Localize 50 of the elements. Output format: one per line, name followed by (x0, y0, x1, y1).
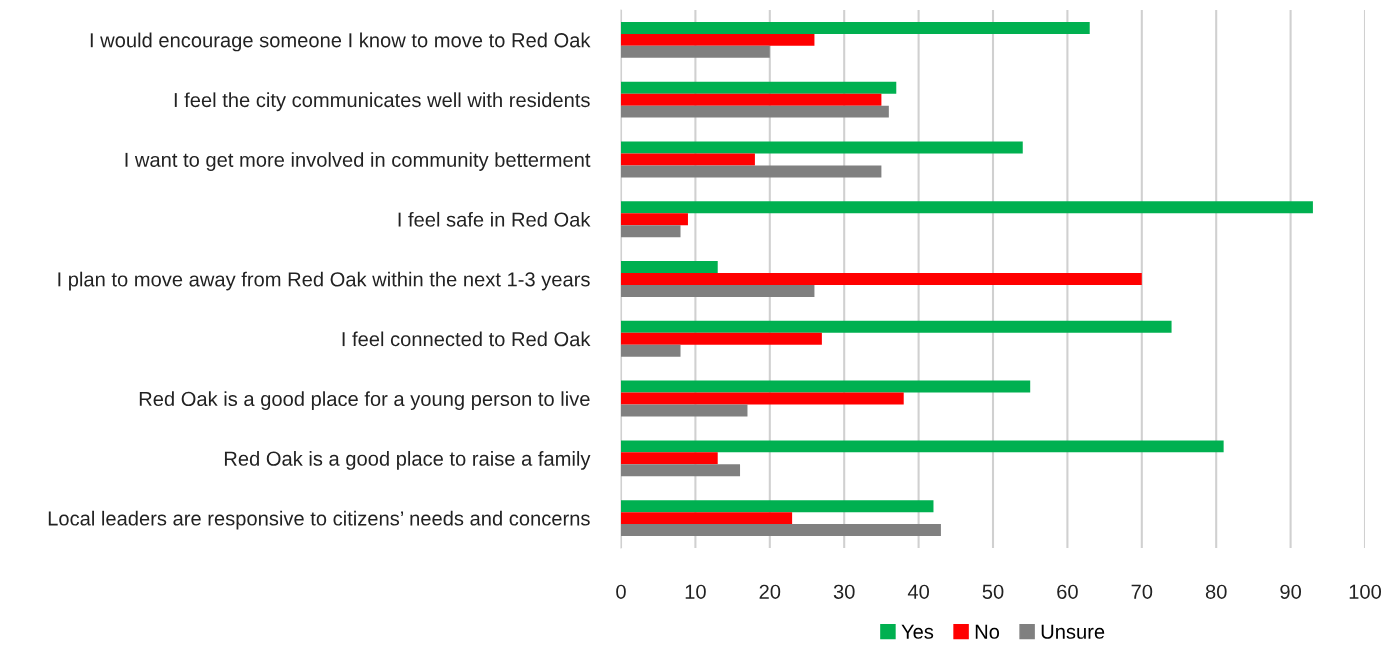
bar (621, 464, 741, 477)
bar (621, 392, 904, 405)
bar (621, 33, 815, 46)
bar (621, 153, 755, 166)
bar (621, 284, 815, 297)
y-tick-label: I feel connected to Red Oak (342, 331, 591, 347)
bar (621, 81, 897, 94)
x-tick-label: 60 (1057, 584, 1078, 599)
bar (621, 21, 1090, 34)
x-tick-label: 70 (1131, 584, 1153, 599)
x-tick-label: 50 (982, 584, 1004, 599)
bar (621, 105, 889, 118)
y-tick-label: Red Oak is a good place to raise a family (224, 451, 591, 470)
bar (621, 45, 770, 58)
bar (621, 512, 793, 525)
bar (621, 452, 718, 465)
legend-label: No (975, 624, 1000, 639)
y-tick-label: I feel safe in Red Oak (398, 211, 591, 227)
y-tick-label: Red Oak is a good place for a young person to live (139, 391, 590, 411)
x-tick-label: 90 (1280, 584, 1302, 599)
x-tick-label: 80 (1205, 584, 1227, 599)
bar (621, 141, 1023, 154)
x-tick-label: 10 (685, 584, 706, 599)
bar (621, 332, 822, 345)
bar (621, 273, 1142, 285)
y-tick-label: I plan to move away from Red Oak within the next 1-3 years (58, 271, 590, 291)
bar (621, 213, 688, 226)
bar (621, 440, 1224, 453)
bar (621, 225, 681, 238)
bar (621, 165, 882, 178)
y-tick-label: I want to get more involved in community betterment (125, 152, 591, 171)
x-tick-label: 0 (616, 584, 626, 599)
bar (621, 201, 1313, 214)
x-tick-label: 20 (759, 584, 781, 599)
x-tick-label: 100 (1349, 584, 1382, 599)
bar (621, 500, 934, 513)
bar (621, 320, 1172, 333)
bar (621, 261, 718, 274)
y-tick-label: Local leaders are responsive to citizens’ needs and concerns (48, 510, 590, 530)
bar (621, 380, 1031, 393)
y-tick-label: I feel the city communicates well with residents (174, 92, 590, 112)
legend-label: Unsure (1041, 624, 1105, 639)
x-tick-label: 30 (833, 584, 855, 599)
x-tick-label: 40 (907, 584, 930, 599)
bar (621, 344, 681, 357)
legend-label: Yes (901, 624, 934, 639)
bar (621, 404, 748, 417)
y-tick-label: I would encourage someone I know to move to Red Oak (90, 32, 591, 52)
bar (621, 524, 941, 537)
bar (621, 93, 882, 106)
